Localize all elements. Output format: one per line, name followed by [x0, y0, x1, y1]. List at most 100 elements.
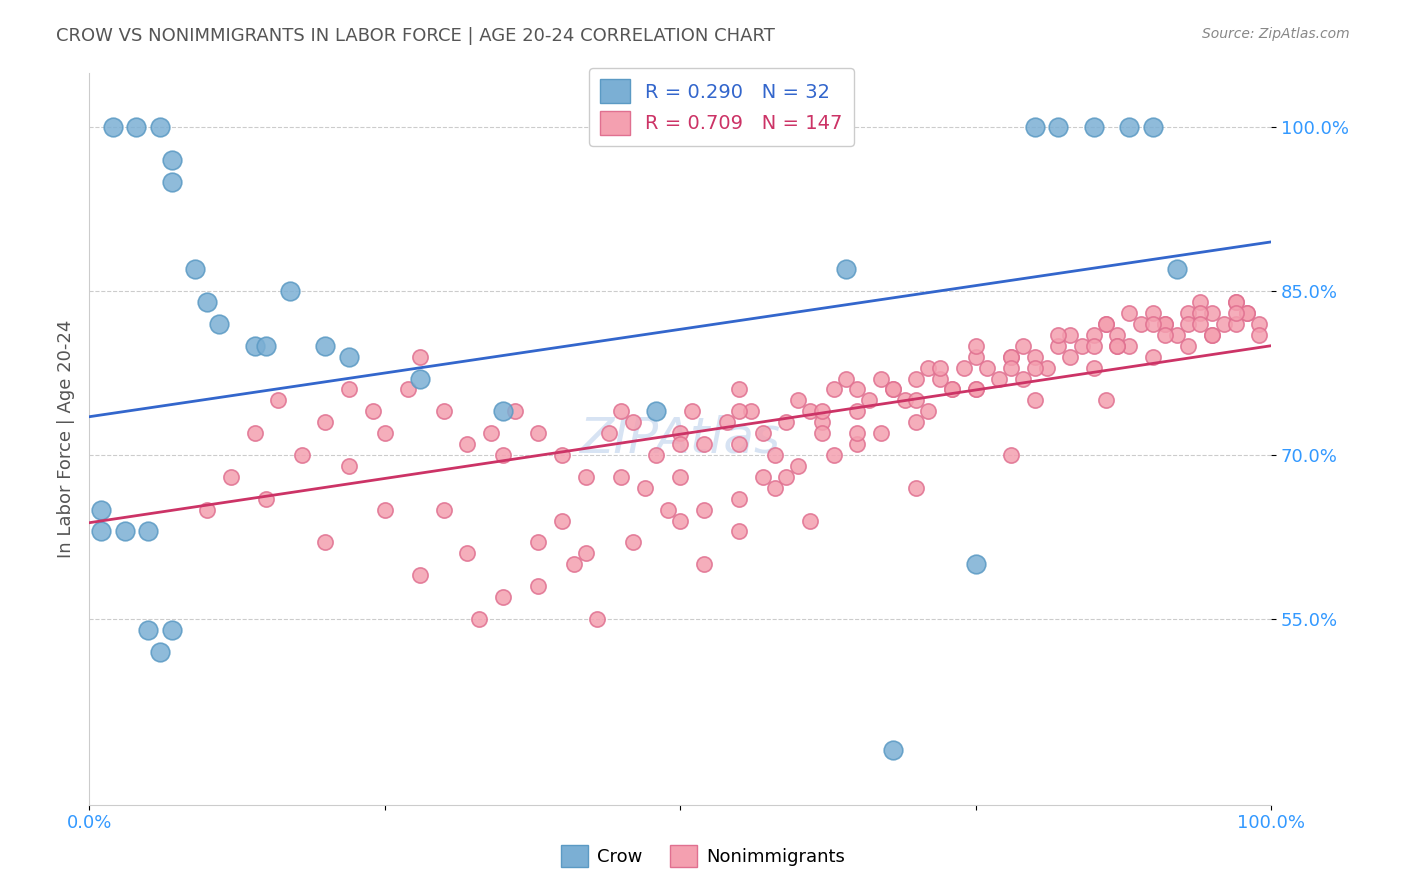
Point: [456, 546, 478, 560]
Point: [1024, 350, 1046, 364]
Point: [1035, 360, 1057, 375]
Point: [1000, 360, 1022, 375]
Point: [1059, 350, 1081, 364]
Point: [598, 426, 620, 441]
Point: [361, 404, 384, 418]
Point: [1118, 339, 1140, 353]
Point: [396, 383, 419, 397]
Point: [1189, 306, 1212, 320]
Point: [681, 404, 703, 418]
Point: [1201, 327, 1223, 342]
Point: [917, 360, 939, 375]
Point: [965, 383, 987, 397]
Point: [149, 645, 172, 659]
Point: [208, 317, 231, 331]
Point: [586, 612, 609, 626]
Point: [1047, 327, 1070, 342]
Point: [1083, 339, 1105, 353]
Point: [1142, 317, 1164, 331]
Point: [291, 448, 314, 462]
Point: [645, 404, 668, 418]
Point: [1012, 371, 1035, 385]
Point: [1012, 339, 1035, 353]
Point: [1236, 306, 1258, 320]
Point: [114, 524, 136, 539]
Point: [1024, 360, 1046, 375]
Point: [136, 524, 159, 539]
Point: [728, 524, 751, 539]
Point: [882, 383, 904, 397]
Point: [1083, 120, 1105, 135]
Point: [527, 579, 550, 593]
Text: Source: ZipAtlas.com: Source: ZipAtlas.com: [1202, 27, 1350, 41]
Point: [728, 437, 751, 451]
Point: [1225, 295, 1247, 310]
Point: [775, 415, 797, 429]
Point: [1094, 317, 1116, 331]
Point: [254, 339, 277, 353]
Point: [941, 383, 963, 397]
Point: [1249, 327, 1271, 342]
Point: [752, 470, 775, 484]
Point: [1024, 120, 1046, 135]
Point: [90, 502, 112, 516]
Point: [468, 612, 491, 626]
Point: [941, 383, 963, 397]
Point: [503, 404, 526, 418]
Point: [633, 481, 655, 495]
Point: [551, 514, 574, 528]
Point: [669, 514, 692, 528]
Point: [337, 350, 360, 364]
Point: [1094, 393, 1116, 408]
Point: [752, 426, 775, 441]
Point: [1153, 317, 1175, 331]
Point: [763, 448, 786, 462]
Point: [1118, 306, 1140, 320]
Point: [1142, 350, 1164, 364]
Point: [1071, 339, 1094, 353]
Point: [799, 514, 821, 528]
Point: [740, 404, 762, 418]
Point: [834, 262, 856, 277]
Point: [374, 502, 396, 516]
Point: [1107, 339, 1129, 353]
Point: [1047, 120, 1070, 135]
Point: [527, 535, 550, 549]
Point: [574, 470, 596, 484]
Point: [763, 481, 786, 495]
Point: [610, 470, 633, 484]
Point: [669, 470, 692, 484]
Point: [882, 743, 904, 757]
Point: [433, 502, 456, 516]
Point: [374, 426, 396, 441]
Point: [1142, 306, 1164, 320]
Point: [314, 535, 336, 549]
Point: [1177, 306, 1199, 320]
Point: [433, 404, 456, 418]
Point: [787, 458, 810, 473]
Point: [1236, 306, 1258, 320]
Point: [846, 383, 869, 397]
Point: [1177, 317, 1199, 331]
Point: [1166, 262, 1188, 277]
Point: [90, 524, 112, 539]
Point: [988, 371, 1011, 385]
Point: [479, 426, 502, 441]
Point: [1024, 393, 1046, 408]
Point: [905, 371, 928, 385]
Point: [621, 415, 644, 429]
Point: [858, 393, 880, 408]
Point: [1083, 327, 1105, 342]
Point: [728, 383, 751, 397]
Point: [965, 350, 987, 364]
Y-axis label: In Labor Force | Age 20-24: In Labor Force | Age 20-24: [58, 319, 75, 558]
Point: [551, 448, 574, 462]
Point: [965, 339, 987, 353]
Point: [846, 404, 869, 418]
Point: [492, 448, 515, 462]
Point: [1118, 120, 1140, 135]
Point: [456, 437, 478, 451]
Text: ZIPAtlas: ZIPAtlas: [579, 415, 780, 463]
Point: [1059, 327, 1081, 342]
Point: [905, 393, 928, 408]
